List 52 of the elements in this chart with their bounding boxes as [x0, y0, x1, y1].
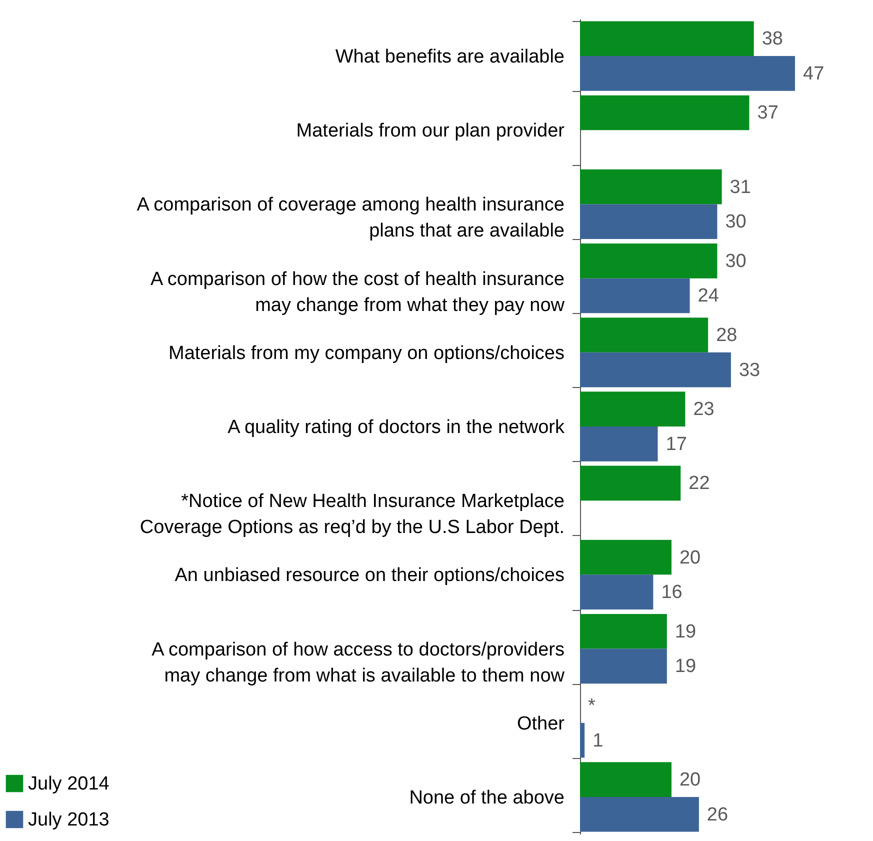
data-label: 31: [730, 176, 751, 198]
y-tick-label: Other: [516, 713, 566, 734]
bar: [580, 540, 672, 575]
bar: [580, 392, 686, 426]
bar: [580, 466, 681, 501]
data-label: 26: [706, 804, 728, 826]
bar: [580, 204, 718, 240]
y-tick-label: None of the above: [409, 787, 564, 808]
y-tick-label: A comparison of how access to doctors/providers may change from what is available to them now: [152, 639, 565, 686]
bar: [580, 21, 754, 56]
data-label: 38: [762, 28, 783, 50]
data-label: 47: [803, 63, 824, 84]
data-label: 19: [674, 656, 696, 678]
bar: [580, 796, 699, 832]
data-label: 1: [592, 730, 604, 752]
data-label: 24: [698, 286, 720, 307]
bar: [580, 95, 750, 130]
bar: [580, 614, 667, 649]
bar: [580, 648, 667, 684]
data-label: 28: [716, 325, 738, 346]
legend-label: July 2013: [28, 810, 110, 830]
bar: [580, 318, 708, 352]
bar: [580, 762, 672, 797]
bar: [580, 426, 658, 462]
bar: [580, 722, 585, 758]
bar: [580, 352, 731, 388]
data-label: 17: [666, 434, 687, 455]
data-label: 20: [679, 547, 701, 568]
data-label: 30: [725, 212, 746, 233]
y-tick-label: A comparison of how the cost of health insurance may change from what they pay now: [150, 268, 565, 316]
bar: [580, 169, 722, 204]
y-tick-label: Materials from our plan provider: [296, 120, 566, 142]
y-tick-label: *Notice of New Health Insurance Marketplace Coverage Options as req’d by the U.S Labor Dept.: [140, 491, 564, 538]
bar: [580, 243, 718, 278]
y-tick-label: A quality rating of doctors in the network: [228, 417, 565, 438]
legend-label: July 2014: [28, 774, 110, 794]
data-label: 22: [688, 473, 710, 494]
bar: [580, 278, 690, 314]
y-tick-label: A comparison of coverage among health insurance plans that are available: [136, 194, 564, 242]
data-label: 20: [679, 770, 701, 791]
y-tick-label: An unbiased resource on their options/choices: [174, 565, 564, 586]
data-label: 16: [661, 582, 682, 604]
data-label: 37: [757, 102, 778, 124]
data-label: 33: [738, 360, 760, 381]
data-label: 23: [693, 399, 714, 420]
text: *: [588, 695, 596, 716]
bar: [580, 574, 654, 610]
y-tick-label: What benefits are available: [335, 46, 564, 68]
data-label: 30: [725, 250, 746, 272]
y-tick-label: Materials from my company on options/choices: [168, 342, 564, 364]
data-label: 19: [674, 621, 696, 642]
bar: [580, 56, 795, 91]
